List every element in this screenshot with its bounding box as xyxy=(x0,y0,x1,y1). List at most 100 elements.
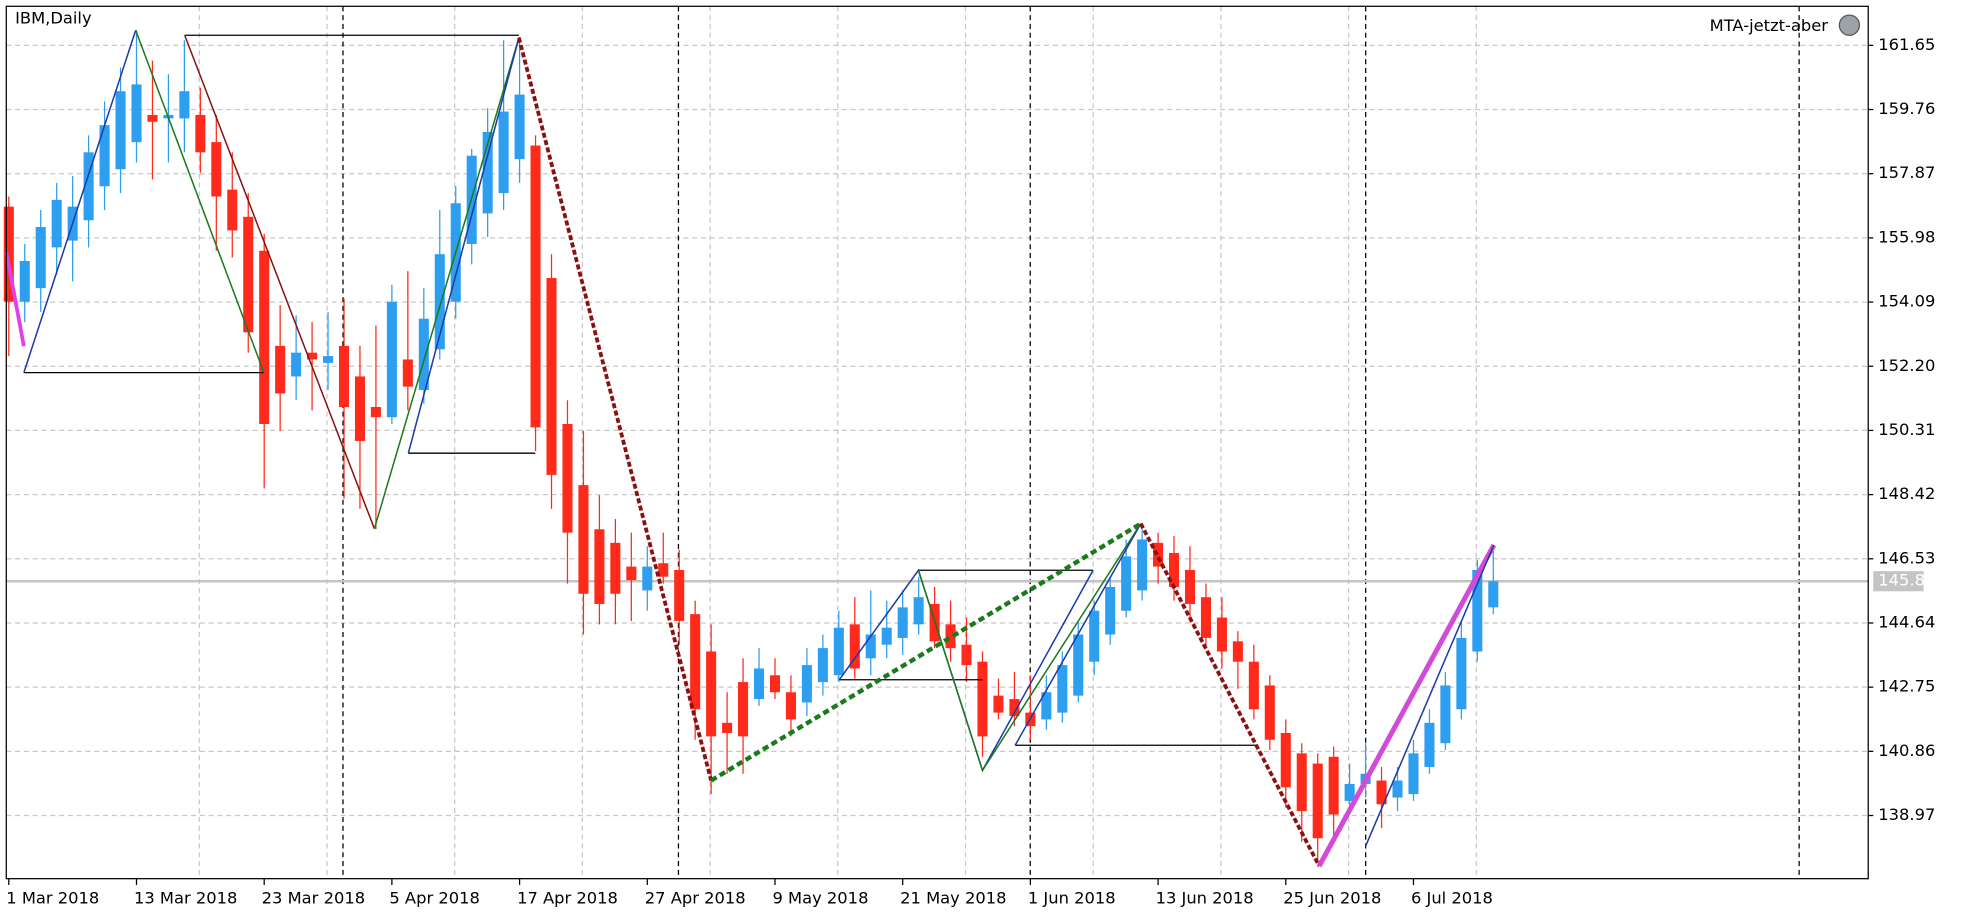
candle-body xyxy=(147,114,158,122)
x-tick-label: 6 Jul 2018 xyxy=(1411,888,1493,907)
candle-body xyxy=(1472,570,1483,652)
candle-body xyxy=(1440,685,1451,744)
candle-body xyxy=(578,485,589,594)
candle-body xyxy=(1248,661,1259,710)
candle-body xyxy=(3,206,14,302)
candle-body xyxy=(402,359,413,387)
y-tick-label: 144.64 xyxy=(1878,612,1935,631)
candle-body xyxy=(1041,692,1052,720)
candle-body xyxy=(753,668,765,700)
candle-body xyxy=(706,651,717,737)
candle-body xyxy=(1200,597,1211,638)
candle-body xyxy=(594,529,605,604)
x-tick-label: 1 Mar 2018 xyxy=(6,888,99,907)
candle-body xyxy=(1057,665,1068,713)
current-price-box xyxy=(1873,571,1924,592)
x-tick-label: 9 May 2018 xyxy=(772,888,868,907)
candle-body xyxy=(562,423,573,533)
y-tick-label: 138.97 xyxy=(1878,805,1935,824)
candle-body xyxy=(291,352,302,377)
candle-body xyxy=(1137,539,1148,591)
zigzag-line xyxy=(183,34,376,529)
candle-body xyxy=(738,682,749,737)
candle-body xyxy=(690,614,701,710)
x-tick-label: 13 Jun 2018 xyxy=(1156,888,1254,907)
candle-body xyxy=(865,634,876,659)
candle-body xyxy=(1153,542,1164,567)
candle-body xyxy=(307,352,318,360)
current-price-label: 145.87 xyxy=(1878,571,1935,590)
candle-body xyxy=(243,216,254,333)
candle-body xyxy=(482,131,493,214)
candle-body xyxy=(19,260,30,302)
zigzag-line xyxy=(917,523,1142,773)
zigzag-line xyxy=(373,37,520,529)
y-tick-label: 140.86 xyxy=(1878,741,1935,760)
plot-frame xyxy=(5,5,1869,880)
candle-body xyxy=(83,152,94,221)
candle-body xyxy=(1376,780,1387,805)
x-tick-label: 27 Apr 2018 xyxy=(645,888,746,907)
candle-body xyxy=(1105,586,1116,635)
zigzag-line xyxy=(23,29,137,373)
candle-body xyxy=(211,142,222,197)
candle-body xyxy=(195,114,206,153)
zigzag-line xyxy=(517,37,713,781)
x-tick-label: 21 May 2018 xyxy=(900,888,1006,907)
y-tick-label: 154.09 xyxy=(1878,292,1935,311)
candle-body xyxy=(722,722,733,734)
candle-body xyxy=(1312,763,1323,839)
candle-body xyxy=(626,566,637,581)
candle-body xyxy=(1488,581,1499,608)
candle-body xyxy=(610,542,621,594)
y-tick-label: 142.75 xyxy=(1878,677,1935,696)
y-tick-label: 146.53 xyxy=(1878,548,1935,567)
candle-body xyxy=(546,277,557,475)
x-tick-label: 25 Jun 2018 xyxy=(1283,888,1381,907)
candle-body xyxy=(849,624,860,669)
candle-body xyxy=(1216,617,1227,652)
y-tick-label: 161.65 xyxy=(1878,35,1935,54)
x-tick-label: 13 Mar 2018 xyxy=(134,888,237,907)
candle-body xyxy=(514,94,525,160)
candle-body xyxy=(642,566,653,591)
candle-body xyxy=(259,250,270,424)
candle-body xyxy=(817,648,828,683)
candle-body xyxy=(1424,722,1435,767)
indicator-label: MTA-jetzt-aber xyxy=(1710,16,1829,35)
candle-body xyxy=(1456,637,1467,710)
candle-body xyxy=(179,91,190,119)
y-tick-label: 159.76 xyxy=(1878,99,1935,118)
zigzag-line xyxy=(407,37,520,454)
candle-body xyxy=(275,345,286,394)
candle-body xyxy=(881,627,892,645)
candle-body xyxy=(674,570,685,621)
trend-line xyxy=(1316,543,1497,868)
candle-body xyxy=(530,145,541,428)
candle-body xyxy=(801,665,812,703)
candle-body xyxy=(1344,783,1355,801)
x-tick-label: 17 Apr 2018 xyxy=(517,888,618,907)
candle-body xyxy=(51,199,62,248)
candle-body xyxy=(785,692,796,720)
candle-body xyxy=(961,644,972,666)
candle-body xyxy=(131,84,142,143)
zigzag-line xyxy=(1364,544,1495,847)
x-tick-label: 23 Mar 2018 xyxy=(262,888,365,907)
zigzag-line xyxy=(1139,522,1321,867)
candle-body xyxy=(913,597,924,625)
candle-body xyxy=(99,125,110,187)
candle-body xyxy=(1408,753,1419,795)
trend-line xyxy=(4,251,26,347)
candle-body xyxy=(434,254,445,350)
candle-body xyxy=(35,227,46,289)
candle-body xyxy=(658,563,669,577)
candle-body xyxy=(1392,780,1403,798)
candle-body xyxy=(1184,570,1196,604)
candle-body xyxy=(418,318,429,391)
y-tick-label: 152.20 xyxy=(1878,356,1935,375)
x-tick-label: 1 Jun 2018 xyxy=(1028,888,1116,907)
